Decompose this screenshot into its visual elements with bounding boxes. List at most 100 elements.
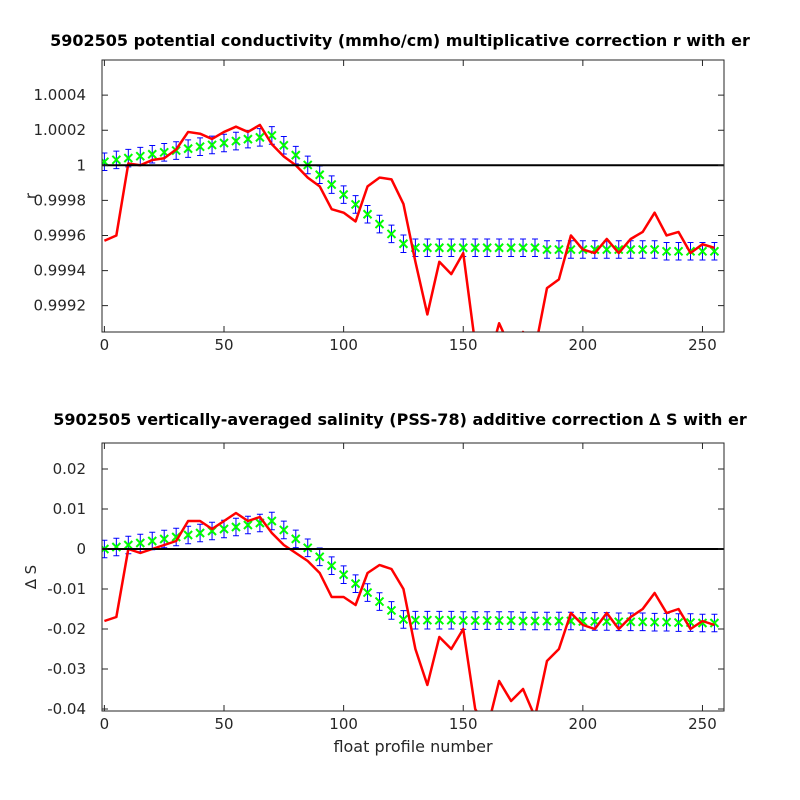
fit-marker [338,189,349,200]
y-tick-label: 0 [76,540,86,558]
fit-marker [195,528,205,538]
fit-marker [482,615,492,626]
fit-marker [279,140,289,150]
fit-marker [458,243,468,253]
fit-marker [326,179,337,190]
fit-marker [709,246,720,256]
fit-marker [314,552,325,562]
fit-marker [542,616,552,626]
fit-marker [147,536,157,546]
fit-marker [494,243,504,253]
x-tick-label: 250 [688,336,717,354]
fit-marker [135,151,145,161]
x-tick-label: 150 [449,715,478,733]
fit-marker [709,618,720,628]
fit-marker [326,561,337,571]
y-tick-label: 1 [76,156,86,174]
fit-marker [434,615,445,625]
fit-marker [697,618,708,628]
fit-marker [398,614,409,625]
fit-marker [111,155,122,165]
fit-marker [219,524,229,534]
fit-marker [661,246,672,256]
y-tick-label: -0.03 [47,660,86,678]
fit-marker [602,244,612,255]
fit-marker [398,239,409,249]
data-line [103,511,715,711]
fit-marker [602,616,612,627]
fit-marker [207,140,217,150]
fit-marker [470,243,480,253]
fit-marker [243,134,253,144]
fit-marker [697,246,708,256]
fit-marker [410,615,421,625]
fit-marker [554,244,564,255]
fit-marker [123,153,134,163]
fit-marker [159,534,169,544]
fit-marker [219,138,229,148]
fit-marker [625,244,636,255]
fit-marker [434,243,445,253]
fit-marker [267,516,277,526]
fit-marker [147,149,157,159]
fit-marker [338,569,349,580]
fit-marker [673,246,684,256]
fit-marker [554,616,564,626]
x-tick-label: 100 [329,336,358,354]
fit-marker [649,617,660,627]
fit-marker [446,615,456,625]
fit-marker [470,615,480,626]
x-tick-label: 200 [569,715,598,733]
fit-marker [374,596,385,607]
x-tick-label: 100 [329,715,358,733]
fit-marker [614,244,624,255]
x-axis-label: float profile number [333,737,493,756]
y-tick-label: 1.0002 [34,121,87,139]
x-tick-label: 250 [688,715,717,733]
fit-marker [314,170,325,180]
fit-marker [291,150,301,160]
fit-marker [362,587,373,598]
data-line [103,123,715,332]
chart-title: 5902505 vertically-averaged salinity (PS… [53,410,747,429]
fit-marker [303,543,313,553]
fit-marker [123,540,134,550]
fit-marker [422,243,433,253]
fit-marker [494,615,504,626]
x-tick-label: 50 [214,715,233,733]
fit-marker [482,243,492,253]
fit-marker [637,244,648,255]
y-tick-label: 0.01 [53,500,86,518]
fit-marker [362,209,373,219]
fit-marker [243,520,253,530]
x-tick-label: 0 [100,715,110,733]
fit-marker [183,143,193,154]
fit-marker [386,229,397,239]
y-axis-label: ∆ S [22,565,40,590]
x-tick-label: 150 [449,336,478,354]
chart-title: 5902505 potential conductivity (mmho/cm)… [50,31,750,50]
fit-marker [350,199,361,210]
y-tick-label: -0.04 [47,700,86,718]
fit-marker [374,219,385,229]
plot-area [102,511,724,711]
fit-marker [542,244,552,255]
y-axis-label: r [22,192,40,199]
fit-marker [506,243,516,253]
axes-box [101,442,725,712]
fit-marker [350,578,361,589]
y-tick-label: 0.9992 [34,297,87,315]
fit-marker [673,617,684,628]
fit-marker [279,525,289,535]
fit-marker [530,616,540,626]
y-tick-label: 0.9994 [34,262,87,280]
x-tick-label: 200 [569,336,598,354]
plot-area [102,123,724,332]
fit-marker [183,530,193,540]
fit-marker [649,244,660,255]
fit-marker [637,617,648,627]
fit-marker [291,534,301,544]
fit-marker [255,132,265,143]
axes-box [101,59,725,333]
